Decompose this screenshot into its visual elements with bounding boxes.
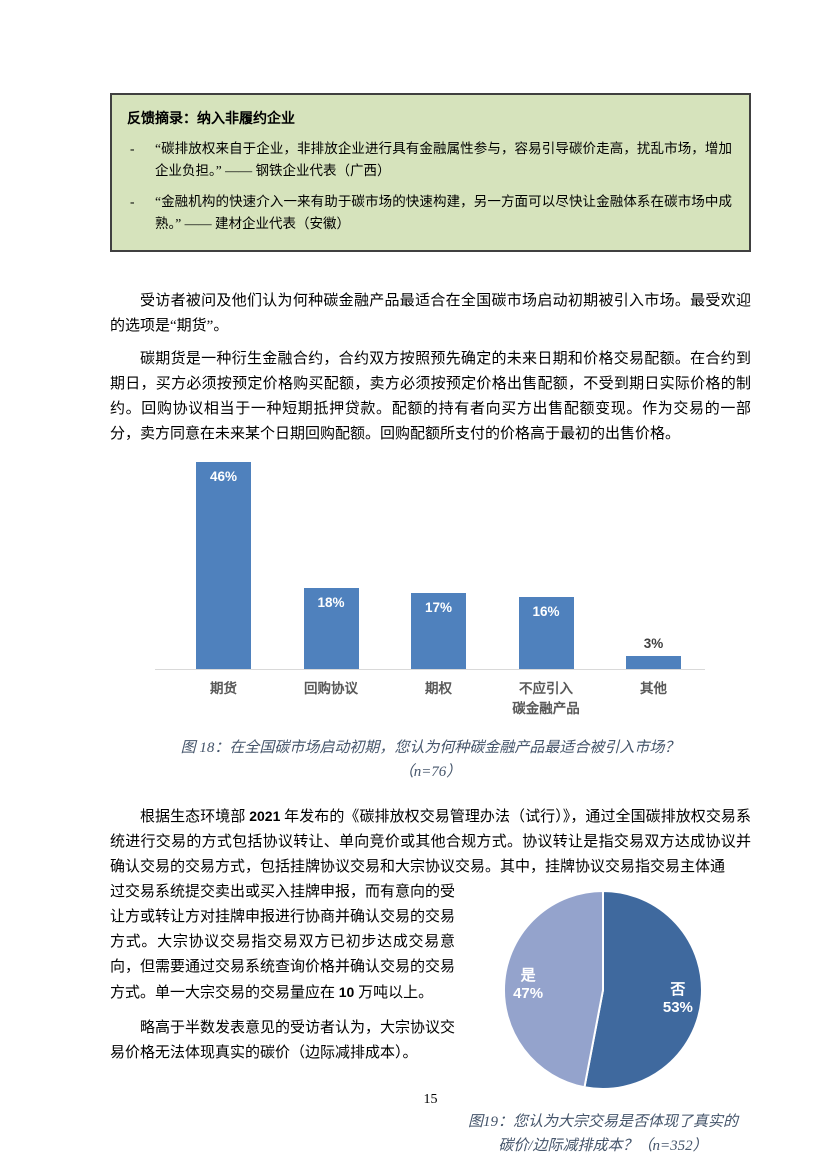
bullet-text: “金融机构的快速介入一来有助于碳市场的快速构建，另一方面可以尽快让金融体系在碳市… [155,194,732,231]
bar-value-label: 17% [424,599,453,615]
figure19-caption-line2: 碳价/边际减排成本？（n=352） [498,1138,708,1154]
paragraph-1: 受访者被问及他们认为何种碳金融产品最适合在全国碳市场启动初期被引入市场。最受欢迎… [110,293,751,334]
bar-value-label: 18% [317,595,345,610]
bar-category-label: 期权 [425,681,452,696]
bar: 17% [411,592,466,669]
bar-category-label: 期货 [210,681,237,696]
pie-chart-svg: 否 53% 是 47% [502,890,703,1090]
feedback-box: 反馈摘录：纳入非履约企业 - “碳排放权来自于企业，非排放企业进行具有金融属性参… [110,93,751,252]
bar: 18% [303,588,359,669]
feedback-bullet-1: - “碳排放权来自于企业，非排放企业进行具有金融属性参与，容易引导碳价走高，扰乱… [125,138,736,182]
paragraph-3-part1: 根据生态环境部 2021 年发布的《碳排放权交易管理办法（试行）》，通过全国碳排… [110,808,751,875]
bar-cell: 46% [196,462,251,669]
pie-slice-是 [502,890,604,1089]
category-cell: 不应引入 碳金融产品 [512,679,580,719]
bar-value-label: 3% [643,635,664,651]
category-cell: 期货 [196,679,251,719]
text-and-pie-row: 过交易系统提交卖出或买入挂牌申报，而有意向的受让方或转让方对挂牌申报进行协商并确… [110,880,751,1158]
figure19-pie-chart: 否 53% 是 47% 图19：您认为大宗交易是否体现了真实的 碳价/边际减排成本？（… [455,880,751,1158]
figure18-caption: 图 18：在全国碳市场启动初期，您认为何种碳金融产品最适合被引入市场？（n=76… [180,740,680,780]
bar-cell: 16% [518,597,574,669]
bar-category-label: 不应引入 碳金融产品 [512,681,580,716]
category-cell: 期权 [411,679,466,719]
bullet-dash: - [130,141,135,156]
figure19-caption-line1: 图19：您认为大宗交易是否体现了真实的 [467,1114,738,1130]
bullet-text: “碳排放权来自于企业，非排放企业进行具有金融属性参与，容易引导碳价走高，扰乱市场… [155,141,732,178]
page-number: 15 [423,1092,438,1107]
bar-cell: 3% [626,635,681,669]
paragraph-4: 略高于半数发表意见的受访者认为，大宗协议交易价格无法体现真实的碳价（边际减排成本… [110,1020,456,1061]
pie-slice-label: 是 47% [513,967,543,1002]
bar: 16% [518,597,574,669]
x-axis-line [155,669,705,670]
figure19-caption: 图19：您认为大宗交易是否体现了真实的 碳价/边际减排成本？（n=352） [455,1110,751,1158]
category-cell: 回购协议 [304,679,359,719]
bar-category-label: 回购协议 [304,681,358,696]
bar-value-label: 16% [532,604,560,619]
pie-slice-否 [583,890,703,1090]
feedback-bullet-2: - “金融机构的快速介入一来有助于碳市场的快速构建，另一方面可以尽快让金融体系在… [125,191,736,235]
bar-cell: 17% [411,592,466,669]
bar-chart-plot-area: 46% 18% 17% 16% 3% [155,461,705,669]
text-column: 过交易系统提交卖出或买入挂牌申报，而有意向的受让方或转让方对挂牌申报进行协商并确… [110,880,455,1158]
bar: 46% [196,462,251,669]
paragraph-2: 碳期货是一种衍生金融合约，合约双方按照预先确定的未来日期和价格交易配额。在合约到… [110,351,751,442]
bar-chart-category-labels: 期货 回购协议 期权 不应引入 碳金融产品 其他 [155,679,705,719]
bar-value-label: 46% [209,469,238,484]
page-content: 反馈摘录：纳入非履约企业 - “碳排放权来自于企业，非排放企业进行具有金融属性参… [110,93,751,1158]
bar-cell: 18% [303,588,359,669]
figure18-bar-chart: 46% 18% 17% 16% 3% 期货 回购协议 期权 不应引入 碳金融产品 其他 图 18… [155,461,705,784]
bar [626,655,681,669]
paragraph-3-part2: 过交易系统提交卖出或买入挂牌申报，而有意向的受让方或转让方对挂牌申报进行协商并确… [110,884,456,1001]
feedback-box-title: 反馈摘录：纳入非履约企业 [127,110,295,126]
bar-category-label: 其他 [640,681,667,696]
bullet-dash: - [130,194,135,209]
category-cell: 其他 [626,679,681,719]
pie-slice-label: 否 53% [663,981,693,1016]
